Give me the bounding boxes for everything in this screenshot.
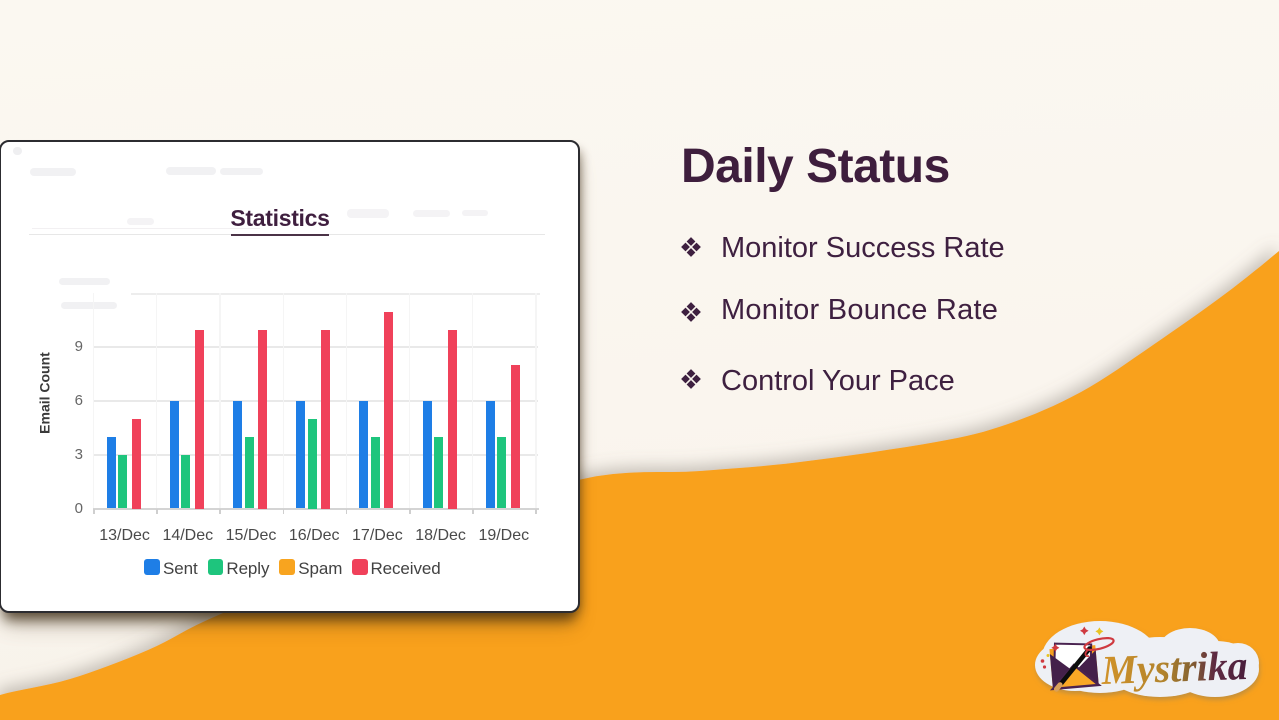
svg-text:Mystrika: Mystrika [1100, 642, 1248, 693]
